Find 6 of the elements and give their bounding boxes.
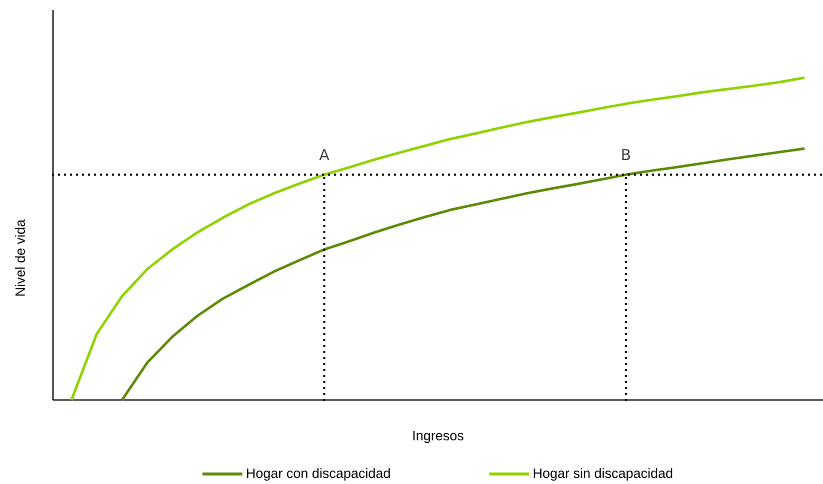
legend-label: Hogar sin discapacidad bbox=[534, 468, 672, 481]
x-axis-title: Ingresos bbox=[413, 430, 464, 444]
legend-label: Hogar con discapacidad bbox=[247, 468, 390, 481]
y-axis-title: Nivel de vida bbox=[15, 219, 25, 296]
annotation: A bbox=[319, 149, 330, 160]
annotation: B bbox=[622, 149, 630, 160]
